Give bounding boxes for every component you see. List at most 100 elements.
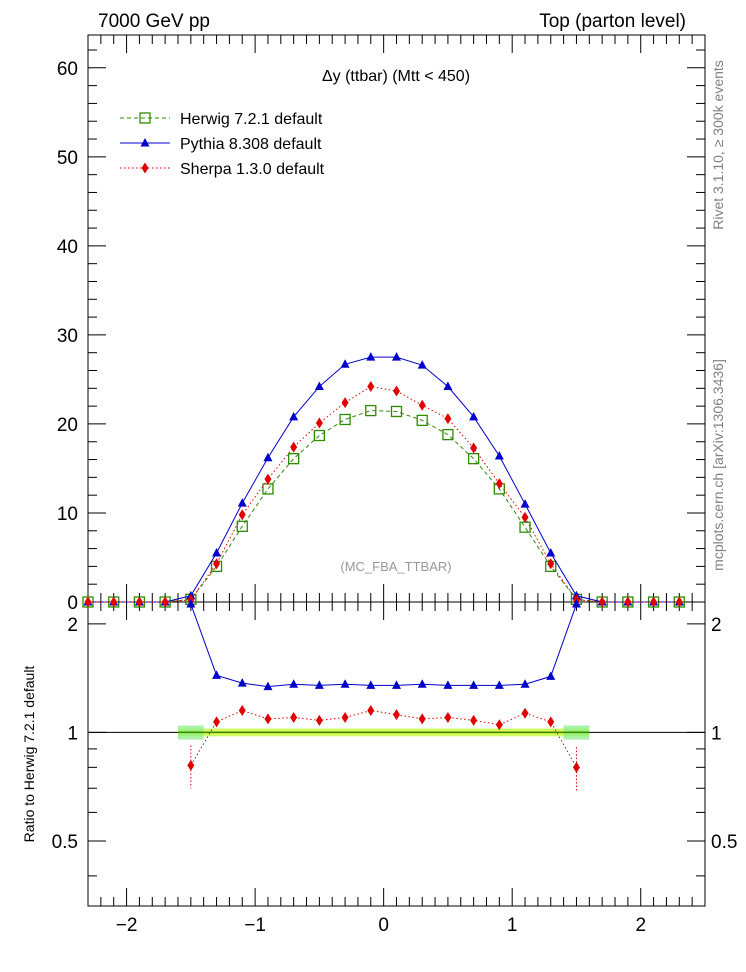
- series-point: [236, 520, 248, 532]
- ratio-point: [289, 679, 299, 688]
- ratio-point: [418, 713, 426, 725]
- main-y-tick-label: 40: [57, 237, 78, 258]
- ratio-point: [212, 670, 222, 679]
- rivet-version-label: Rivet 3.1.10, ≥ 300k events: [710, 60, 726, 230]
- series-point: [494, 450, 504, 460]
- legend-marker: [140, 138, 150, 147]
- ratio-series-layer: [186, 599, 581, 791]
- legend-entry: Pythia 8.308 default: [120, 136, 322, 153]
- main-y-tick-label: 20: [57, 415, 78, 436]
- series-point: [390, 405, 403, 418]
- series-point: [264, 473, 272, 485]
- ratio-point: [340, 679, 350, 688]
- ratio-y-tick-label: 0.5: [52, 832, 78, 853]
- series-point: [416, 414, 428, 427]
- main-plot-title: Δy (ttbar) (Mtt < 450): [322, 68, 470, 85]
- legend-marker: [141, 162, 149, 174]
- ratio-x-tick-label: −1: [244, 915, 266, 936]
- ratio-point: [470, 714, 478, 726]
- ratio-series-line: [190, 709, 577, 768]
- ratio-point: [572, 761, 580, 773]
- legend-label: Pythia 8.308 default: [180, 136, 322, 153]
- series-point: [367, 381, 375, 393]
- ratio-point: [238, 705, 246, 717]
- ratio-point: [314, 680, 324, 689]
- series-line: [88, 356, 680, 603]
- series-point: [470, 442, 478, 454]
- ratio-y-tick-label-right: 1: [711, 723, 722, 744]
- main-y-tick-label: 60: [57, 59, 78, 80]
- ratio-point: [494, 680, 504, 689]
- series-point: [650, 596, 658, 608]
- ratio-point: [366, 680, 376, 689]
- legend-marker: [139, 112, 151, 124]
- series-point: [392, 352, 401, 361]
- series-point: [288, 453, 300, 465]
- series-point: [519, 521, 531, 533]
- ratio-plot-frame: [87, 601, 706, 907]
- series-point: [313, 429, 326, 442]
- series-point: [675, 596, 683, 608]
- main-y-tick-label: 10: [57, 504, 78, 525]
- legend: Herwig 7.2.1 default Pythia 8.308 default…: [120, 111, 325, 178]
- series-point: [263, 452, 273, 462]
- series-line: [88, 386, 680, 603]
- legend-entry: Sherpa 1.3.0 default: [120, 161, 325, 178]
- ratio-point: [546, 671, 556, 680]
- ratio-point: [213, 716, 221, 728]
- ratio-y-tick-label-right: 2: [711, 615, 722, 636]
- series-point: [546, 548, 556, 557]
- series-point: [161, 596, 169, 608]
- header-process-label: Top (parton level): [539, 11, 686, 32]
- ratio-y-tick-label: 2: [67, 615, 78, 636]
- series-point: [315, 417, 323, 429]
- ratio-series-pythia: [186, 599, 581, 691]
- series-point: [418, 399, 426, 411]
- ratio-y-tick-label: 1: [67, 723, 78, 744]
- series-point: [340, 359, 350, 368]
- ratio-point: [571, 599, 581, 608]
- ratio-point: [187, 759, 195, 771]
- main-y-tick-label: 30: [57, 326, 78, 347]
- ratio-series-line: [190, 603, 577, 688]
- series-point: [339, 413, 351, 426]
- ratio-point: [263, 681, 273, 691]
- series-point: [442, 428, 454, 441]
- series-point: [262, 483, 274, 495]
- ratio-point: [393, 709, 400, 721]
- series-point: [135, 596, 143, 608]
- ratio-point: [367, 705, 375, 717]
- series-point: [290, 441, 298, 453]
- ratio-point: [315, 714, 323, 726]
- ratio-reference-band: [88, 725, 705, 740]
- ratio-point: [444, 711, 452, 723]
- ratio-x-tick-label: −2: [116, 915, 138, 936]
- series-point: [469, 411, 479, 421]
- ratio-point: [264, 713, 272, 725]
- series-point: [314, 381, 324, 391]
- ratio-point: [186, 599, 196, 608]
- ratio-point: [520, 679, 530, 688]
- series-point: [365, 404, 377, 417]
- series-point: [341, 397, 349, 409]
- series-point: [547, 558, 555, 570]
- main-y-tick-label: 50: [57, 148, 78, 169]
- series-point: [393, 385, 400, 397]
- series-point: [598, 596, 606, 608]
- legend-label: Herwig 7.2.1 default: [180, 111, 323, 128]
- series-point: [443, 381, 453, 391]
- ratio-point: [469, 680, 479, 689]
- series-point: [417, 360, 427, 369]
- ratio-point: [495, 719, 503, 731]
- ratio-point: [290, 711, 298, 723]
- series-point: [366, 352, 376, 361]
- ratio-x-tick-label: 1: [507, 915, 518, 936]
- series-point: [467, 453, 480, 465]
- series-point: [212, 548, 222, 557]
- main-ticks: 0 10 20 30 40 50 60: [57, 35, 706, 614]
- ratio-point: [547, 716, 555, 728]
- ratio-y-axis-label: Ratio to Herwig 7.2.1 default: [21, 666, 37, 843]
- ratio-y-tick-label-right: 0.5: [711, 832, 737, 853]
- series-point: [520, 499, 530, 508]
